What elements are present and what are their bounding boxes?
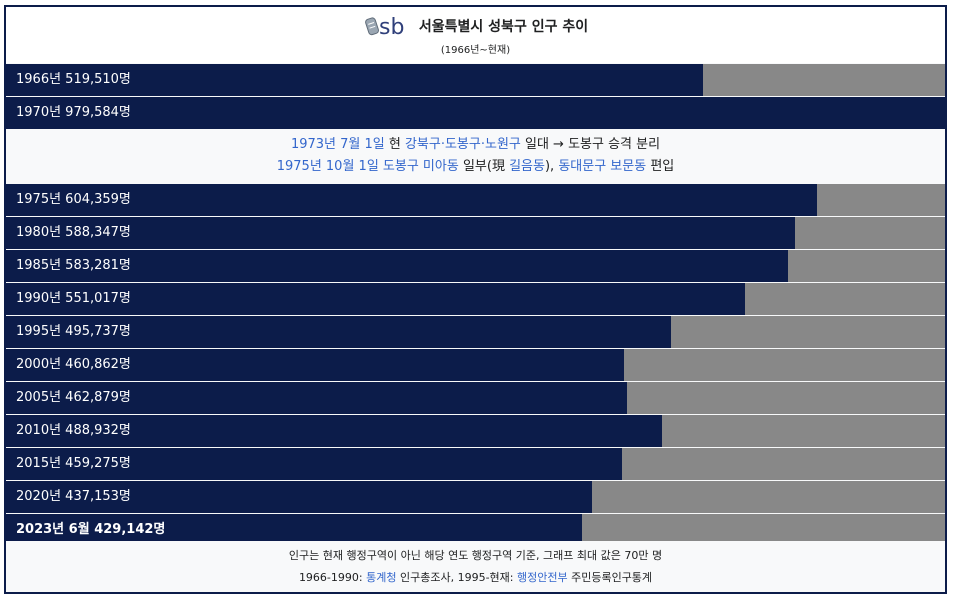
note-text: 일부(現 — [458, 159, 510, 174]
bar-label: 2015년 459,275명 — [16, 456, 131, 471]
note-bomun-dong-link[interactable]: 동대문구 보문동 — [558, 159, 647, 174]
bar-fill — [6, 382, 627, 414]
bar-row: 2005년 462,879명 — [6, 382, 945, 414]
note-date-link-1973[interactable]: 1973년 7월 1일 — [290, 137, 385, 152]
bar-label: 2020년 437,153명 — [16, 489, 131, 504]
bar-label: 1995년 495,737명 — [16, 324, 131, 339]
bar-row: 1995년 495,737명 — [6, 316, 945, 348]
note-date-link-1975[interactable]: 1975년 10월 1일 — [276, 159, 379, 174]
bar-fill — [6, 184, 817, 216]
note-line-2: 1975년 10월 1일 도봉구 미아동 일부(現 길음동), 동대문구 보문동… — [6, 156, 945, 178]
chart-header: sb 서울특별시 성북구 인구 추이 (1966년~현재) — [6, 7, 945, 63]
bar-fill — [6, 481, 592, 513]
bar-row: 1980년 588,347명 — [6, 217, 945, 249]
bar-row: 2023년 6월 429,142명 — [6, 514, 945, 546]
bar-label: 1966년 519,510명 — [16, 72, 131, 87]
footer-sources: 1966-1990: 통계청 인구총조사, 1995-현재: 행정안전부 주민등… — [6, 567, 945, 589]
note-text: 편입 — [646, 159, 675, 174]
bar-row: 1975년 604,359명 — [6, 184, 945, 216]
bar-label: 2000년 460,862명 — [16, 357, 131, 372]
bar-fill — [6, 349, 624, 381]
bar-label: 1975년 604,359명 — [16, 192, 131, 207]
note-mia-dong-link[interactable]: 도봉구 미아동 — [382, 159, 459, 174]
bar-row: 1970년 979,584명 — [6, 97, 945, 129]
note-districts-link[interactable]: 강북구·도봉구·노원구 — [404, 137, 521, 152]
statistics-korea-link[interactable]: 통계청 — [366, 571, 397, 584]
bar-fill — [6, 316, 671, 348]
bar-row: 2000년 460,862명 — [6, 349, 945, 381]
bar-label: 1980년 588,347명 — [16, 225, 131, 240]
bar-label: 2023년 6월 429,142명 — [16, 522, 166, 537]
seongbuk-logo-icon: sb — [365, 15, 404, 39]
bar-label: 1990년 551,017명 — [16, 291, 131, 306]
bar-label: 2010년 488,932명 — [16, 423, 131, 438]
bar-label: 1970년 979,584명 — [16, 105, 131, 120]
bar-row: 2020년 437,153명 — [6, 481, 945, 513]
footer-text: 1966-1990: — [298, 571, 367, 584]
bar-row: 2010년 488,932명 — [6, 415, 945, 447]
note-text: 일대 → 도봉구 승격 분리 — [520, 137, 661, 152]
bar-fill — [6, 217, 795, 249]
note-text: ), — [544, 159, 559, 174]
bar-fill — [6, 283, 745, 315]
footer-text: 인구총조사, 1995-현재: — [396, 571, 517, 584]
bar-row: 1985년 583,281명 — [6, 250, 945, 282]
history-note: 1973년 7월 1일 현 강북구·도봉구·노원구 일대 → 도봉구 승격 분리… — [6, 129, 945, 183]
bar-label: 1985년 583,281명 — [16, 258, 131, 273]
bar-row: 1966년 519,510명 — [6, 64, 945, 96]
logo-text: sb — [379, 15, 404, 39]
note-gireum-dong-link[interactable]: 길음동 — [509, 159, 545, 174]
chart-frame: sb 서울특별시 성북구 인구 추이 (1966년~현재) 1966년 519,… — [4, 5, 947, 594]
bar-row: 2015년 459,275명 — [6, 448, 945, 480]
bar-fill — [6, 64, 703, 96]
title-row: sb 서울특별시 성북구 인구 추이 — [6, 13, 945, 39]
bar-fill — [6, 415, 662, 447]
chart-subtitle: (1966년~현재) — [440, 45, 511, 56]
footer-text: 주민등록인구통계 — [567, 571, 653, 584]
bar-fill — [6, 514, 582, 546]
chart-title: 서울특별시 성북구 인구 추이 — [418, 19, 589, 35]
bar-label: 2005년 462,879명 — [16, 390, 131, 405]
ministry-interior-link[interactable]: 행정안전부 — [516, 571, 568, 584]
note-line-1: 1973년 7월 1일 현 강북구·도봉구·노원구 일대 → 도봉구 승격 분리 — [6, 134, 945, 156]
chart-footer: 인구는 현재 행정구역이 아닌 해당 연도 행정구역 기준, 그래프 최대 값은… — [6, 541, 945, 592]
bar-fill — [6, 250, 788, 282]
bar-row: 1990년 551,017명 — [6, 283, 945, 315]
bar-fill — [6, 97, 945, 129]
footer-note: 인구는 현재 행정구역이 아닌 해당 연도 행정구역 기준, 그래프 최대 값은… — [288, 549, 663, 562]
note-text: 현 — [384, 137, 405, 152]
bar-fill — [6, 448, 622, 480]
